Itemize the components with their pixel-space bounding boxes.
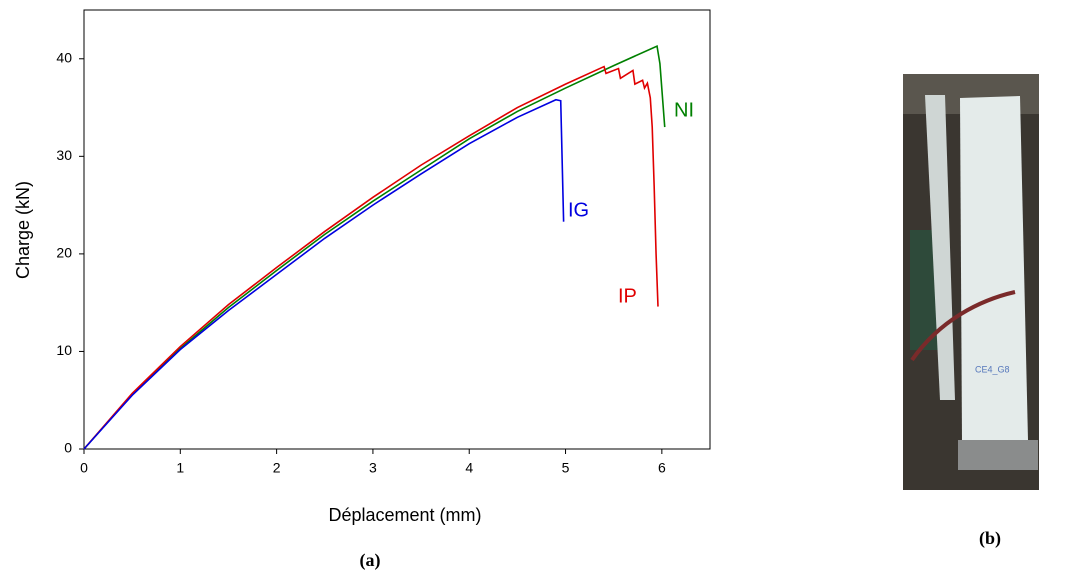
x-tick-label: 6 (658, 460, 666, 476)
photo: CE4_G8 (903, 74, 1039, 490)
series-line (83, 98, 565, 450)
caption: (a) (360, 550, 381, 571)
x-tick-label: 0 (80, 460, 88, 476)
series-label: IG (568, 199, 589, 221)
y-tick-label: 20 (56, 245, 72, 261)
caption: (b) (979, 528, 1001, 549)
y-tick-label: 0 (64, 440, 72, 456)
svg-text:CE4_G8: CE4_G8 (975, 364, 1010, 374)
y-axis-title: Charge (kN) (13, 181, 33, 279)
plot-frame (83, 9, 711, 450)
x-tick-label: 4 (465, 460, 473, 476)
y-tick-label: 30 (56, 147, 72, 163)
series-label: NI (674, 99, 694, 121)
x-tick-label: 1 (176, 460, 184, 476)
series-label: IP (618, 285, 637, 307)
y-tick-label: 10 (56, 342, 72, 358)
y-tick-label: 40 (56, 49, 72, 65)
x-tick-label: 2 (273, 460, 281, 476)
x-tick-label: 3 (369, 460, 377, 476)
x-axis-title: Déplacement (mm) (328, 505, 481, 525)
series-line (83, 44, 666, 450)
x-tick-label: 5 (562, 460, 570, 476)
series-line (83, 65, 659, 450)
